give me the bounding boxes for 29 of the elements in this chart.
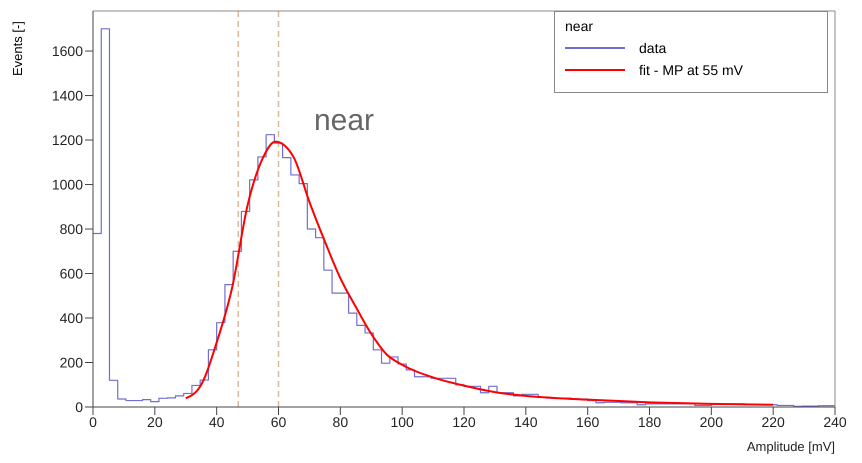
- x-tick-label: 0: [89, 414, 98, 430]
- y-tick-label: 1600: [52, 43, 84, 60]
- y-tick-label: 200: [60, 354, 84, 370]
- y-tick-label: 800: [60, 220, 84, 237]
- x-tick-label: 20: [147, 414, 163, 430]
- x-tick-label: 80: [332, 414, 348, 430]
- x-tick-label: 220: [761, 414, 786, 430]
- x-tick-label: 160: [576, 414, 600, 430]
- legend-title: near: [565, 18, 594, 34]
- annotation: near: [314, 104, 374, 138]
- x-tick-label: 100: [390, 414, 414, 430]
- x-tick-label: 60: [270, 414, 286, 430]
- y-tick-label: 1000: [52, 176, 84, 192]
- y-tick-label: 0: [75, 398, 84, 415]
- legend-label: data: [639, 40, 666, 56]
- y-tick-label: 600: [60, 265, 84, 282]
- y-tick-label: 1200: [52, 132, 84, 148]
- x-tick-label: 140: [514, 414, 538, 430]
- y-tick-label: 400: [60, 310, 84, 326]
- y-axis-title: Events [-]: [10, 21, 25, 76]
- x-tick-label: 200: [700, 414, 724, 430]
- x-tick-label: 120: [452, 414, 476, 430]
- x-tick-label: 40: [208, 414, 225, 430]
- y-tick-label: 1400: [52, 88, 84, 104]
- legend-label: fit - MP at 55 mV: [639, 62, 743, 78]
- x-axis-title: Amplitude [mV]: [746, 439, 835, 454]
- x-tick-label: 180: [638, 414, 662, 430]
- x-tick-label: 240: [823, 414, 847, 430]
- line-series: [184, 140, 774, 406]
